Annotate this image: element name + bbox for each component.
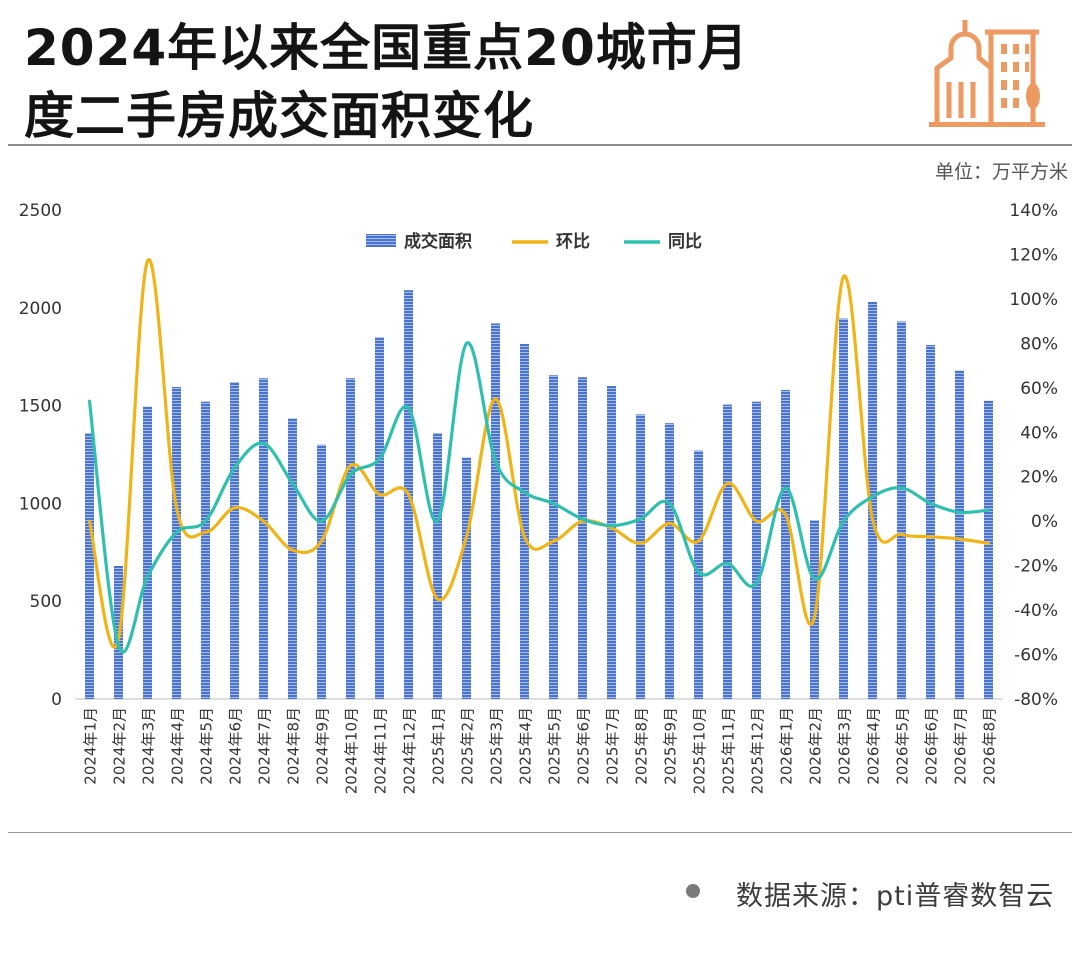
- y-right-tick-label: 40%: [1020, 423, 1058, 443]
- x-tick-label: 2026年8月: [981, 707, 999, 785]
- y-right-tick-label: 100%: [1009, 290, 1058, 310]
- x-tick-label: 2025年11月: [720, 707, 738, 794]
- bar: [375, 337, 384, 699]
- x-tick-label: 2024年12月: [401, 707, 419, 794]
- x-tick-label: 2025年1月: [430, 707, 448, 785]
- y-right-tick-label: 120%: [1009, 245, 1058, 265]
- bar: [926, 344, 935, 699]
- y-right-tick-label: 0%: [1031, 512, 1058, 532]
- y-right-tick-label: -60%: [1014, 646, 1058, 666]
- y-right-tick-label: 20%: [1020, 468, 1058, 488]
- x-tick-label: 2026年5月: [894, 707, 912, 785]
- x-tick-label: 2026年6月: [923, 707, 941, 785]
- x-tick-label: 2025年2月: [459, 707, 477, 785]
- legend-bar-label: 成交面积: [404, 231, 472, 252]
- bar: [491, 323, 500, 699]
- mom-line: [87, 258, 991, 649]
- x-tick-label: 2025年7月: [604, 707, 622, 785]
- x-tick-label: 2024年11月: [372, 707, 390, 794]
- bar: [723, 404, 732, 699]
- bar: [607, 386, 616, 699]
- x-tick-label: 2024年3月: [140, 707, 158, 785]
- y-right-tick-label: 140%: [1009, 201, 1058, 221]
- x-tick-label: 2024年8月: [285, 707, 303, 785]
- x-tick-label: 2026年1月: [778, 707, 796, 785]
- page-title-line-2: 度二手房成交面积变化: [24, 87, 534, 145]
- x-tick-label: 2026年4月: [865, 707, 883, 785]
- bar: [143, 406, 152, 699]
- bar: [578, 377, 587, 699]
- x-tick-label: 2024年6月: [227, 707, 245, 785]
- x-tick-label: 2024年2月: [111, 707, 129, 785]
- y-right-tick-label: -40%: [1014, 601, 1058, 621]
- legend-mom-label: 环比: [556, 231, 590, 252]
- x-tick-label: 2026年2月: [807, 707, 825, 785]
- bar: [665, 423, 674, 699]
- bar: [259, 378, 268, 699]
- bar: [462, 457, 471, 699]
- x-tick-label: 2025年8月: [633, 707, 651, 785]
- x-tick-label: 2025年3月: [488, 707, 506, 785]
- bar: [317, 444, 326, 699]
- bar: [955, 370, 964, 699]
- bar: [897, 321, 906, 699]
- bar: [172, 387, 181, 699]
- footer-divider: [8, 832, 1072, 833]
- bar: [781, 389, 790, 699]
- y-right-tick-label: -20%: [1014, 557, 1058, 577]
- legend-yoy-label: 同比: [668, 231, 702, 252]
- bar: [752, 401, 761, 699]
- y-left-tick-label: 1500: [19, 397, 62, 417]
- x-tick-label: 2024年9月: [314, 707, 332, 785]
- bar: [520, 343, 529, 699]
- building-icon: [929, 20, 1045, 127]
- x-tick-label: 2025年6月: [575, 707, 593, 785]
- bar: [636, 414, 645, 699]
- x-tick-label: 2024年4月: [169, 707, 187, 785]
- yoy-line: [87, 341, 991, 654]
- bar: [230, 382, 239, 699]
- y-left-tick-label: 500: [30, 592, 62, 612]
- x-tick-label: 2025年12月: [749, 707, 767, 794]
- bar: [984, 400, 993, 699]
- bar: [201, 401, 210, 699]
- x-tick-label: 2025年4月: [517, 707, 535, 785]
- y-left-tick-label: 2000: [19, 299, 62, 319]
- page-title-line-1: 2024年以来全国重点20城市月: [24, 19, 749, 77]
- header-divider: [8, 144, 1072, 146]
- bar: [346, 378, 355, 699]
- bar: [839, 318, 848, 699]
- data-source: 数据来源：pti普睿数智云: [736, 881, 1055, 912]
- x-tick-label: 2026年7月: [952, 707, 970, 785]
- bar: [549, 375, 558, 699]
- chart: 0 500 1000 1500 2000 2500 -80% -60% -40% -20% 0% 20…: [19, 201, 1058, 794]
- source-bullet: [686, 884, 700, 898]
- unit-label: 单位：万平方米: [934, 161, 1068, 183]
- y-right-tick-label: -80%: [1014, 690, 1058, 710]
- x-tick-label: 2024年10月: [343, 707, 361, 794]
- x-tick-label: 2025年9月: [662, 707, 680, 785]
- x-tick-label: 2025年5月: [546, 707, 564, 785]
- bar: [868, 301, 877, 699]
- legend-bar-swatch: [366, 234, 396, 247]
- bar: [288, 418, 297, 699]
- bar: [85, 432, 94, 699]
- x-tick-label: 2024年1月: [82, 707, 100, 785]
- y-left-tick-label: 1000: [19, 494, 62, 514]
- x-tick-label: 2024年7月: [256, 707, 274, 785]
- y-right-tick-label: 80%: [1020, 334, 1058, 354]
- y-left-tick-label: 0: [51, 690, 62, 710]
- x-tick-label: 2024年5月: [198, 707, 216, 785]
- y-right-tick-label: 60%: [1020, 379, 1058, 399]
- bar: [694, 450, 703, 699]
- y-left-tick-label: 2500: [19, 201, 62, 221]
- bar: [433, 432, 442, 699]
- x-tick-label: 2025年10月: [691, 707, 709, 794]
- x-tick-label: 2026年3月: [836, 707, 854, 785]
